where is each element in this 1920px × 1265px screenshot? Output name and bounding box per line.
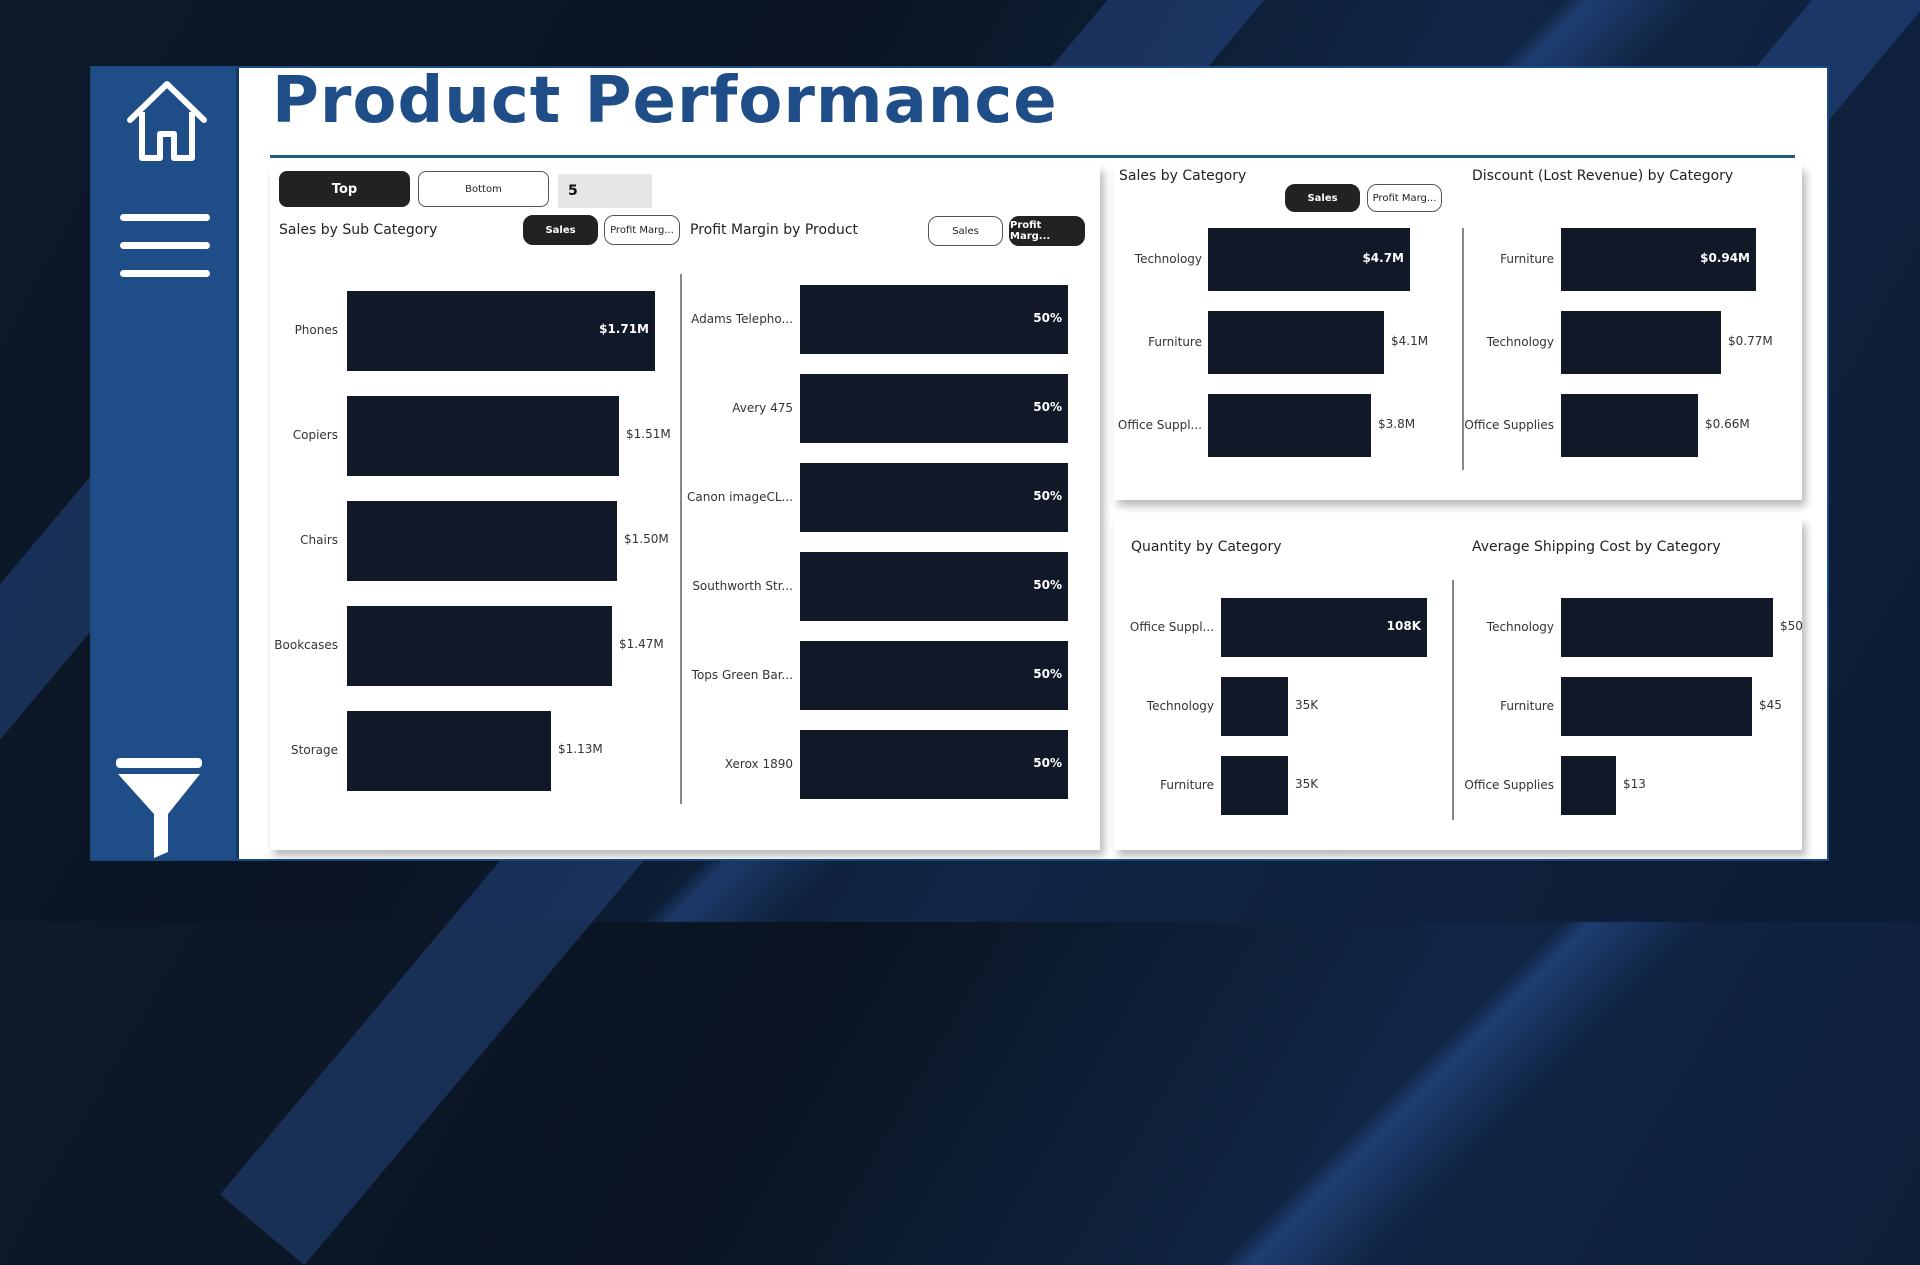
category-label: Technology: [1134, 251, 1202, 266]
top-n-input[interactable]: 5: [558, 174, 652, 208]
bar[interactable]: [1561, 756, 1616, 815]
bar[interactable]: [347, 501, 617, 581]
category-label: Bookcases: [274, 638, 338, 652]
data-label: 35K: [1295, 776, 1319, 791]
category-label: Copiers: [292, 428, 338, 442]
category-label: Office Suppl...: [1129, 619, 1214, 634]
data-label: $45: [1759, 697, 1782, 712]
bar[interactable]: [1561, 598, 1773, 657]
bar[interactable]: [800, 285, 1068, 354]
page-title: Product Performance: [272, 64, 1058, 138]
sidebar-edge: [236, 68, 239, 859]
data-label: $13: [1623, 776, 1646, 791]
bar[interactable]: [800, 641, 1068, 710]
menu-icon[interactable]: [120, 214, 210, 278]
bar[interactable]: [347, 396, 619, 476]
data-label: 50%: [1033, 577, 1062, 592]
bar[interactable]: [347, 711, 551, 791]
chart-divider: [680, 274, 682, 804]
product-chart-title: Profit Margin by Product: [690, 222, 859, 238]
category-label: Phones: [294, 323, 338, 337]
bottom-button[interactable]: Bottom: [418, 171, 549, 207]
bar[interactable]: [800, 374, 1068, 443]
product-sales-toggle[interactable]: Sales: [928, 216, 1003, 246]
bar[interactable]: [1221, 677, 1288, 736]
filter-icon[interactable]: [114, 758, 204, 858]
title-rule: [270, 155, 1795, 158]
category-sales-toggle[interactable]: Sales: [1285, 184, 1360, 212]
data-label: $0.66M: [1705, 416, 1750, 431]
category-label: Tops Green Bar...: [691, 667, 793, 682]
category-label: Southworth Str...: [692, 578, 793, 593]
category-label: Xerox 1890: [724, 756, 793, 771]
bar[interactable]: [1221, 598, 1427, 657]
category-label: Furniture: [1500, 698, 1554, 713]
subcat-sales-toggle[interactable]: Sales: [523, 215, 598, 245]
category-profit-toggle[interactable]: Profit Marg...: [1367, 184, 1442, 212]
category-label: Office Suppl...: [1117, 417, 1202, 432]
bar[interactable]: [1221, 756, 1288, 815]
sidebar: [92, 68, 236, 859]
data-label: $1.51M: [626, 427, 671, 441]
category-label: Technology: [1486, 334, 1554, 349]
category-label: Canon imageCL...: [687, 489, 793, 504]
bar[interactable]: [800, 730, 1068, 799]
bar[interactable]: [800, 463, 1068, 532]
category-label: Furniture: [1500, 251, 1554, 266]
data-label: 50%: [1033, 399, 1062, 414]
data-label: 35K: [1295, 697, 1319, 712]
category-label: Furniture: [1160, 777, 1214, 792]
shipping-chart-title: Average Shipping Cost by Category: [1472, 539, 1721, 555]
data-label: 50%: [1033, 755, 1062, 770]
bar[interactable]: [1208, 394, 1371, 457]
data-label: 50%: [1033, 310, 1062, 325]
quantity-chart-title: Quantity by Category: [1131, 539, 1282, 555]
bottom-right-divider: [1452, 580, 1454, 820]
data-label: $0.77M: [1728, 333, 1773, 348]
data-label: $4.1M: [1391, 333, 1429, 348]
discount-chart-title: Discount (Lost Revenue) by Category: [1472, 168, 1734, 184]
bar[interactable]: [1561, 311, 1721, 374]
bar[interactable]: [1561, 394, 1698, 457]
category-label: Storage: [291, 743, 338, 757]
category-label: Technology: [1146, 698, 1214, 713]
category-label: Avery 475: [732, 400, 793, 415]
bar[interactable]: [800, 552, 1068, 621]
data-label: $1.47M: [619, 637, 664, 651]
category-label: Office Supplies: [1464, 417, 1554, 432]
bar[interactable]: [1561, 677, 1752, 736]
top-right-divider: [1462, 228, 1464, 470]
bar[interactable]: [347, 606, 612, 686]
data-label: $4.7M: [1362, 250, 1404, 265]
data-label: $1.71M: [599, 322, 649, 336]
data-label: $1.13M: [558, 742, 603, 756]
data-label: 50%: [1033, 488, 1062, 503]
subcat-profit-toggle[interactable]: Profit Marg...: [604, 215, 680, 245]
bar[interactable]: [1208, 228, 1410, 291]
bar[interactable]: [1561, 228, 1756, 291]
bar[interactable]: [1208, 311, 1384, 374]
category-label: Chairs: [300, 533, 338, 547]
category-sales-title: Sales by Category: [1119, 168, 1247, 184]
product-profit-toggle[interactable]: Profit Marg...: [1009, 216, 1085, 246]
category-label: Technology: [1486, 619, 1554, 634]
top-button[interactable]: Top: [279, 171, 410, 207]
category-label: Furniture: [1148, 334, 1202, 349]
data-label: $1.50M: [624, 532, 669, 546]
data-label: $0.94M: [1700, 250, 1750, 265]
data-label: $3.8M: [1378, 416, 1416, 431]
data-label: 108K: [1386, 618, 1421, 633]
subcat-chart-title: Sales by Sub Category: [279, 222, 438, 238]
category-label: Office Supplies: [1464, 777, 1554, 792]
data-label: $50: [1780, 618, 1803, 633]
data-label: 50%: [1033, 666, 1062, 681]
home-icon[interactable]: [122, 76, 212, 166]
category-label: Adams Telepho...: [691, 311, 793, 326]
bar[interactable]: [347, 291, 655, 371]
